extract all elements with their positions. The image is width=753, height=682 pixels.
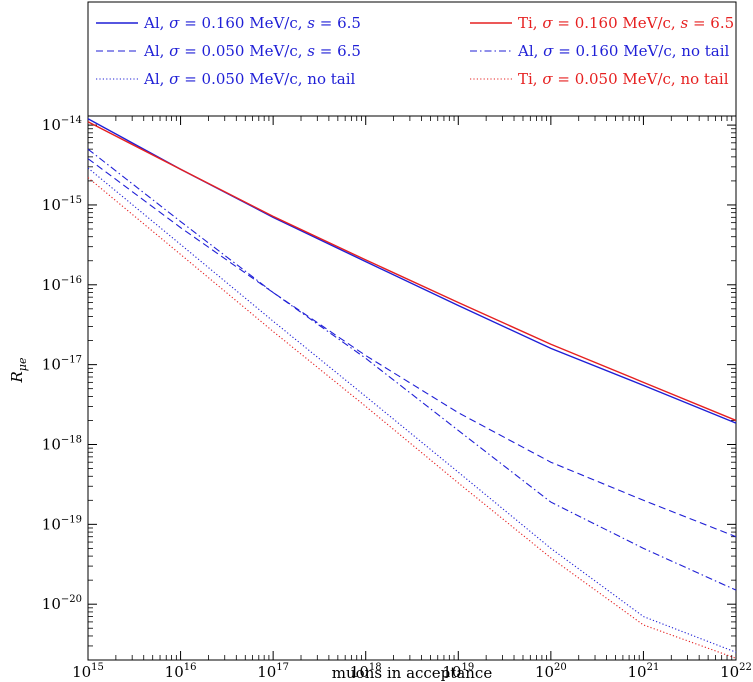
legend-label: Al, σ = 0.050 MeV/c, s = 6.5 [143,42,361,60]
legend: Al, σ = 0.160 MeV/c, s = 6.5 Ti, σ = 0.16… [88,2,736,116]
plot-frame [88,116,736,660]
x-tick-label: 1021 [628,662,660,681]
axis-ticks: 1015 1016 1017 1018 1019 1020 1021 102210−1410−… [42,115,752,681]
y-tick-label: 10−16 [42,275,82,294]
series-line-2 [88,159,736,537]
x-tick-label: 1016 [165,662,197,681]
legend-label: Al, σ = 0.160 MeV/c, no tail [517,42,730,60]
x-axis-label: muons in acceptance [332,664,493,682]
y-tick-label: 10−17 [42,355,82,374]
y-tick-label: 10−19 [42,514,82,533]
series-line-4 [88,168,736,652]
legend-label: Ti, σ = 0.050 MeV/c, no tail [518,70,729,88]
y-tick-label: 10−14 [42,115,82,134]
y-tick-label: 10−15 [42,195,82,214]
series-group [88,119,736,659]
x-tick-label: 1017 [257,662,289,681]
series-line-0 [88,119,736,423]
y-axis-label: Rμe [8,357,29,383]
svg-text:Rμe: Rμe [8,357,29,383]
series-line-5 [88,178,736,659]
legend-label: Al, σ = 0.160 MeV/c, s = 6.5 [143,14,361,32]
x-tick-label: 1015 [72,662,104,681]
series-line-1 [88,122,736,421]
series-line-3 [88,149,736,590]
y-tick-label: 10−18 [42,434,82,453]
x-tick-label: 1022 [720,662,752,681]
legend-label: Al, σ = 0.050 MeV/c, no tail [143,70,356,88]
x-tick-label: 1020 [535,662,567,681]
legend-label: Ti, σ = 0.160 MeV/c, s = 6.5 [518,14,734,32]
y-tick-label: 10−20 [42,594,82,613]
